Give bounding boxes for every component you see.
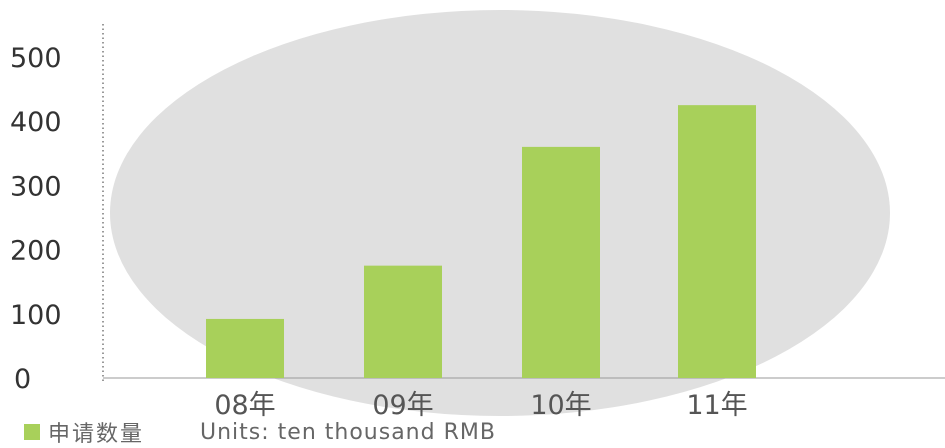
category-label: 10年 — [530, 390, 591, 421]
category-labels: 08年 09年 10年 11年 — [214, 390, 747, 421]
y-tick-labels: 0 100 200 300 400 500 — [10, 43, 62, 395]
legend: 申请数量 Units: ten thousand RMB — [24, 419, 496, 447]
y-tick-label: 400 — [10, 107, 62, 138]
bar — [678, 105, 756, 379]
y-tick-label: 0 — [14, 364, 31, 395]
legend-series-label: 申请数量 — [48, 422, 145, 447]
category-label: 09年 — [372, 390, 433, 421]
bars — [206, 105, 756, 379]
category-label: 11年 — [686, 390, 747, 421]
legend-swatch — [24, 424, 40, 440]
units-note: Units: ten thousand RMB — [200, 419, 496, 445]
category-label: 08年 — [214, 390, 275, 421]
bar — [364, 265, 442, 378]
bar — [206, 318, 284, 378]
y-tick-label: 300 — [10, 171, 62, 202]
y-tick-label: 200 — [10, 236, 62, 267]
y-tick-label: 100 — [10, 300, 62, 331]
bar — [522, 146, 600, 378]
y-tick-label: 500 — [10, 43, 62, 74]
